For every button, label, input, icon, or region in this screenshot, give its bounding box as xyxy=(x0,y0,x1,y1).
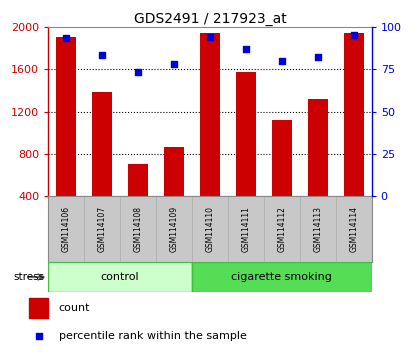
Point xyxy=(350,32,357,38)
Text: control: control xyxy=(101,272,139,282)
Text: cigarette smoking: cigarette smoking xyxy=(231,272,332,282)
Text: GSM114108: GSM114108 xyxy=(134,206,143,252)
Text: GSM114106: GSM114106 xyxy=(62,206,71,252)
Bar xyxy=(56,37,76,196)
Point xyxy=(315,54,321,60)
Text: GSM114113: GSM114113 xyxy=(313,206,322,252)
Text: GSM114110: GSM114110 xyxy=(205,206,215,252)
Point xyxy=(207,34,213,40)
Bar xyxy=(272,120,292,196)
Bar xyxy=(236,72,256,196)
Bar xyxy=(344,33,364,196)
Bar xyxy=(200,33,220,196)
Point xyxy=(99,53,105,58)
Bar xyxy=(29,297,48,318)
Text: percentile rank within the sample: percentile rank within the sample xyxy=(59,331,247,341)
Point xyxy=(35,333,42,339)
Text: GSM114114: GSM114114 xyxy=(349,206,358,252)
Point xyxy=(243,46,249,51)
Point xyxy=(135,70,142,75)
Text: GSM114112: GSM114112 xyxy=(277,206,286,252)
Point xyxy=(171,61,177,67)
Text: GSM114107: GSM114107 xyxy=(98,206,107,252)
Text: GSM114109: GSM114109 xyxy=(170,206,178,252)
Point xyxy=(63,36,70,41)
Bar xyxy=(92,92,112,196)
FancyBboxPatch shape xyxy=(48,262,192,292)
Text: count: count xyxy=(59,303,90,313)
Text: stress: stress xyxy=(13,272,44,282)
Bar xyxy=(128,164,148,196)
Bar xyxy=(308,99,328,196)
Text: GSM114111: GSM114111 xyxy=(241,206,250,252)
Point xyxy=(278,58,285,63)
Bar xyxy=(164,147,184,196)
FancyBboxPatch shape xyxy=(192,262,372,292)
Title: GDS2491 / 217923_at: GDS2491 / 217923_at xyxy=(134,12,286,25)
